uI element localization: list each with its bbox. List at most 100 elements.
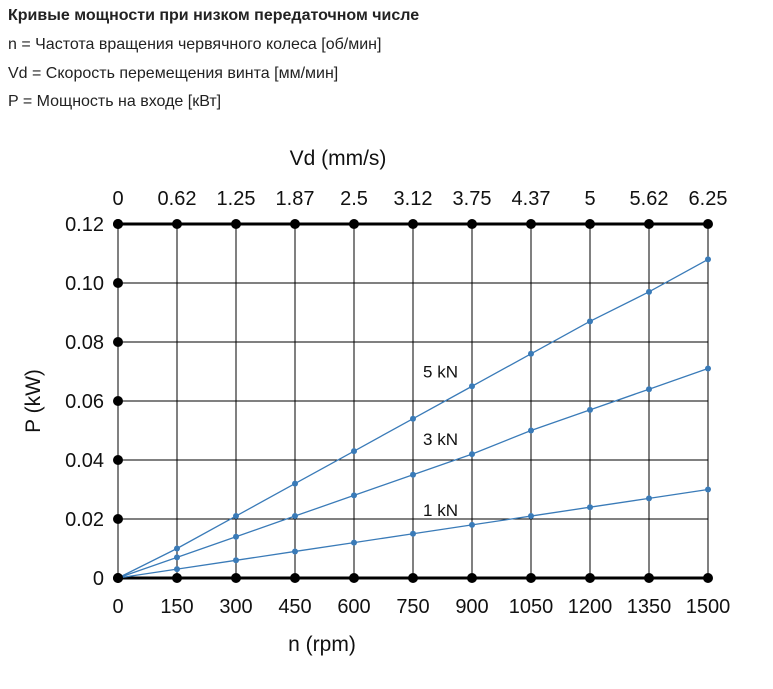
series-layer <box>115 256 711 581</box>
x-tick-label: 1350 <box>627 596 672 618</box>
data-point <box>410 530 416 537</box>
x-tick-label: 900 <box>455 596 488 618</box>
x2-tick-label: 1.25 <box>217 188 256 210</box>
x-axis-point <box>585 573 595 583</box>
x2-axis-point <box>703 219 713 229</box>
data-point <box>174 545 180 552</box>
data-point <box>705 486 711 493</box>
x-tick-label: 600 <box>337 596 370 618</box>
data-point <box>646 495 652 502</box>
y-tick-label: 0 <box>93 568 104 590</box>
data-point <box>528 350 534 357</box>
x-axis-point <box>703 573 713 583</box>
legend-n: n = Частота вращения червячного колеса [… <box>8 36 382 53</box>
x-axis-point <box>644 573 654 583</box>
y-tick-label: 0.10 <box>65 273 104 295</box>
x-tick-label: 150 <box>160 596 193 618</box>
x-axis-point <box>349 573 359 583</box>
x-tick-label: 1500 <box>686 596 731 618</box>
y-axis-point <box>113 514 123 524</box>
x2-axis-point <box>526 219 536 229</box>
x-tick-label: 1200 <box>568 596 613 618</box>
x-tick-label: 300 <box>219 596 252 618</box>
x-axis-point <box>526 573 536 583</box>
y-tick-label: 0.02 <box>65 509 104 531</box>
series-label: 3 kN <box>423 430 458 449</box>
x-axis-point <box>172 573 182 583</box>
data-point <box>705 365 711 372</box>
x-axis-point <box>290 573 300 583</box>
data-point <box>233 513 239 520</box>
legend-p: P = Мощность на входе [кВт] <box>8 93 222 110</box>
series-label: 5 kN <box>423 362 458 381</box>
y-axis-point <box>113 455 123 465</box>
data-point <box>233 533 239 540</box>
x-tick-label: 450 <box>278 596 311 618</box>
data-point <box>587 318 593 325</box>
data-point <box>292 480 298 487</box>
x2-tick-label: 5.62 <box>630 188 669 210</box>
data-point <box>292 513 298 520</box>
y-tick-label: 0.04 <box>65 450 104 472</box>
y-axis-title: P (kW) <box>22 369 45 433</box>
data-point <box>351 539 357 546</box>
x-axis-title: n (rpm) <box>288 633 356 656</box>
y-axis-point <box>113 573 123 583</box>
x-tick-label: 1050 <box>509 596 554 618</box>
x2-axis-point <box>585 219 595 229</box>
data-point <box>587 504 593 511</box>
data-point <box>646 386 652 393</box>
labels: Vd (mm/s) n (rpm) P (kW) 001500.623001.2… <box>22 147 730 656</box>
x2-axis-point <box>172 219 182 229</box>
chart-title: Кривые мощности при низком передаточном … <box>8 7 420 24</box>
data-point <box>233 557 239 564</box>
x2-tick-label: 2.5 <box>340 188 368 210</box>
x2-axis-point <box>644 219 654 229</box>
data-point <box>351 492 357 499</box>
y-axis-point <box>113 396 123 406</box>
x-axis-point <box>231 573 241 583</box>
y-tick-label: 0.06 <box>65 391 104 413</box>
x2-tick-label: 1.87 <box>276 188 315 210</box>
data-point <box>646 288 652 295</box>
x2-tick-label: 0 <box>112 188 123 210</box>
x2-tick-label: 3.12 <box>394 188 433 210</box>
x2-axis-point <box>231 219 241 229</box>
x2-tick-label: 3.75 <box>453 188 492 210</box>
data-point <box>705 256 711 263</box>
x-axis-point <box>467 573 477 583</box>
x-axis-point <box>408 573 418 583</box>
x2-tick-label: 6.25 <box>689 188 728 210</box>
data-point <box>528 427 534 434</box>
data-point <box>587 406 593 413</box>
series-label: 1 kN <box>423 501 458 520</box>
x2-axis-point <box>467 219 477 229</box>
data-point <box>528 513 534 520</box>
x2-tick-label: 4.37 <box>512 188 551 210</box>
axis-points <box>113 219 713 583</box>
y-tick-label: 0.12 <box>65 214 104 236</box>
x2-axis-point <box>408 219 418 229</box>
data-point <box>469 383 475 390</box>
y-tick-label: 0.08 <box>65 332 104 354</box>
x2-tick-label: 5 <box>584 188 595 210</box>
data-point <box>174 554 180 561</box>
data-point <box>174 566 180 573</box>
x-tick-label: 750 <box>396 596 429 618</box>
x2-axis-point <box>349 219 359 229</box>
x2-axis-title: Vd (mm/s) <box>290 147 387 170</box>
data-point <box>410 471 416 478</box>
data-point <box>469 451 475 458</box>
y-axis-point <box>113 278 123 288</box>
grid <box>117 222 709 580</box>
x-tick-label: 0 <box>112 596 123 618</box>
data-point <box>469 521 475 528</box>
x2-tick-label: 0.62 <box>158 188 197 210</box>
legend-vd: Vd = Скорость перемещения винта [мм/мин] <box>8 65 339 82</box>
y-axis-point <box>113 337 123 347</box>
data-point <box>351 448 357 455</box>
data-point <box>292 548 298 555</box>
data-point <box>410 415 416 422</box>
y-axis-point <box>113 219 123 229</box>
